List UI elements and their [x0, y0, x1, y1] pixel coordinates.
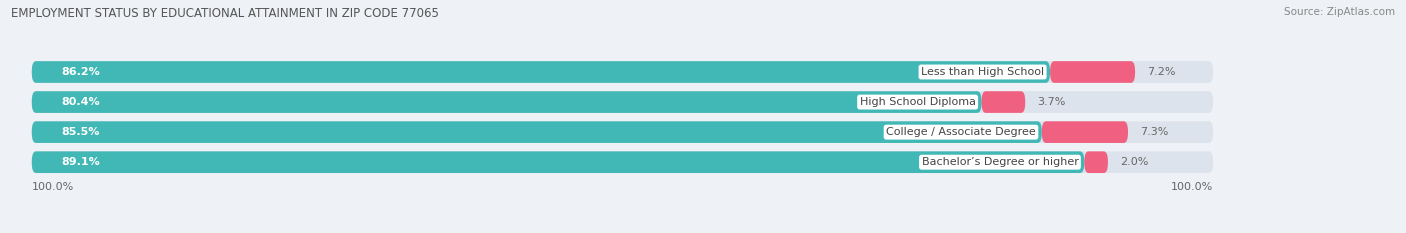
- FancyBboxPatch shape: [1050, 61, 1135, 83]
- FancyBboxPatch shape: [32, 151, 1084, 173]
- Text: College / Associate Degree: College / Associate Degree: [886, 127, 1036, 137]
- FancyBboxPatch shape: [1042, 121, 1128, 143]
- FancyBboxPatch shape: [32, 61, 1213, 83]
- Text: 89.1%: 89.1%: [62, 157, 100, 167]
- FancyBboxPatch shape: [32, 91, 1213, 113]
- Text: 80.4%: 80.4%: [62, 97, 100, 107]
- FancyBboxPatch shape: [1084, 151, 1108, 173]
- FancyBboxPatch shape: [32, 121, 1213, 143]
- Text: Source: ZipAtlas.com: Source: ZipAtlas.com: [1284, 7, 1395, 17]
- Text: Less than High School: Less than High School: [921, 67, 1045, 77]
- Text: Bachelor’s Degree or higher: Bachelor’s Degree or higher: [921, 157, 1078, 167]
- Text: 85.5%: 85.5%: [62, 127, 100, 137]
- Text: 3.7%: 3.7%: [1038, 97, 1066, 107]
- Text: 7.2%: 7.2%: [1147, 67, 1175, 77]
- FancyBboxPatch shape: [32, 151, 1213, 173]
- Text: 7.3%: 7.3%: [1140, 127, 1168, 137]
- Text: 100.0%: 100.0%: [32, 182, 75, 192]
- Text: High School Diploma: High School Diploma: [859, 97, 976, 107]
- FancyBboxPatch shape: [981, 91, 1025, 113]
- FancyBboxPatch shape: [32, 121, 1042, 143]
- FancyBboxPatch shape: [32, 91, 981, 113]
- FancyBboxPatch shape: [32, 61, 1050, 83]
- Text: 2.0%: 2.0%: [1119, 157, 1149, 167]
- Text: 100.0%: 100.0%: [1171, 182, 1213, 192]
- Text: EMPLOYMENT STATUS BY EDUCATIONAL ATTAINMENT IN ZIP CODE 77065: EMPLOYMENT STATUS BY EDUCATIONAL ATTAINM…: [11, 7, 439, 20]
- Text: 86.2%: 86.2%: [62, 67, 100, 77]
